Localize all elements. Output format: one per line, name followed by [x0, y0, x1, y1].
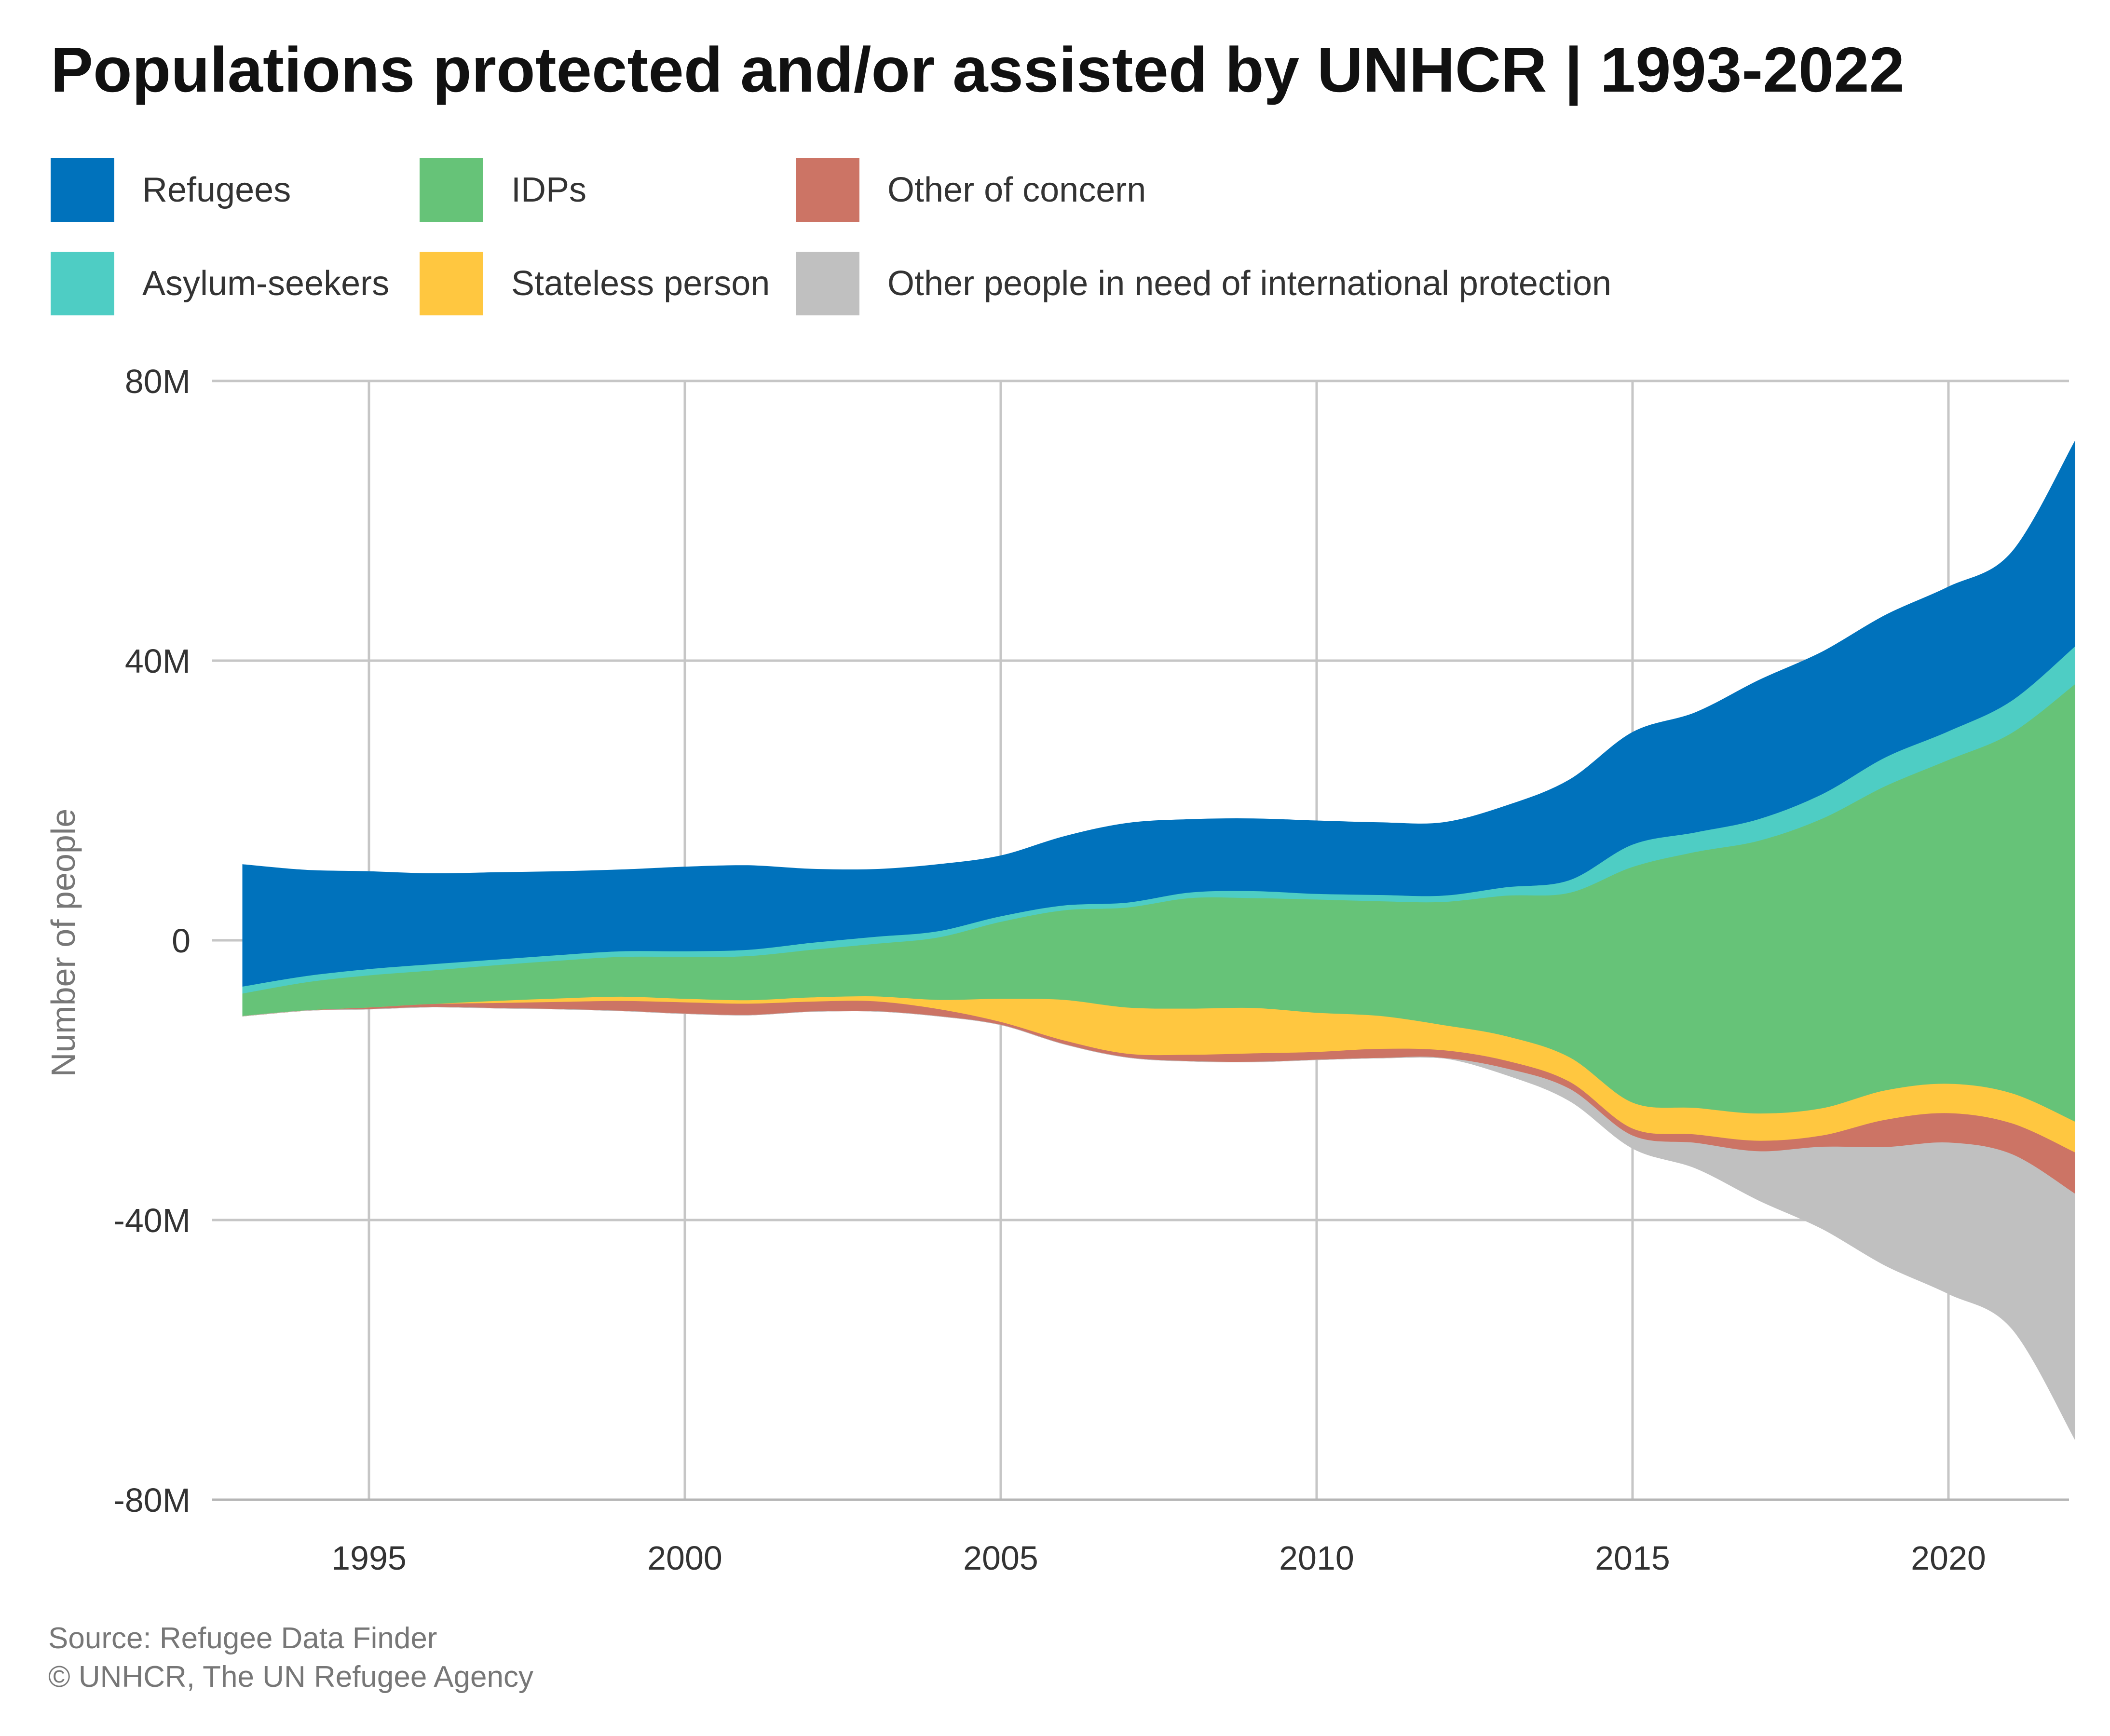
legend-swatch-idps — [420, 158, 483, 222]
y-axis-title: Number of people — [44, 809, 82, 1077]
source-line-1: Source: Refugee Data Finder — [48, 1622, 437, 1655]
y-tick-label-80M: 80M — [125, 363, 191, 400]
legend: Refugees IDPs Other of concern Asylum-seeke… — [51, 158, 1611, 315]
legend-label-refugees: Refugees — [142, 171, 291, 209]
legend-label-other-people-in-need-of-international-protection: Other people in need of international pr… — [887, 264, 1611, 303]
x-tick-label-2015: 2015 — [1595, 1539, 1670, 1577]
legend-item-stateless-person: Stateless person — [420, 252, 770, 315]
x-tick-label-1995: 1995 — [331, 1539, 407, 1577]
area-other-people-in-need-of-international-protection — [242, 1006, 2075, 1440]
legend-label-stateless-person: Stateless person — [511, 264, 770, 303]
y-tick-label-40M: 40M — [125, 642, 191, 680]
x-tick-label-2005: 2005 — [963, 1539, 1038, 1577]
source-line-2: © UNHCR, The UN Refugee Agency — [48, 1660, 533, 1694]
legend-label-other-of-concern: Other of concern — [887, 171, 1146, 209]
legend-item-other-people-in-need-of-international-protection: Other people in need of international pr… — [796, 252, 1611, 315]
x-tick-label-2020: 2020 — [1911, 1539, 1986, 1577]
y-tick-label-0: 0 — [172, 922, 191, 960]
stream-areas — [242, 440, 2075, 1440]
legend-swatch-asylum-seekers — [51, 252, 114, 315]
legend-item-asylum-seekers: Asylum-seekers — [51, 252, 389, 315]
y-tick-label--80M: -80M — [114, 1481, 191, 1519]
legend-item-other-of-concern: Other of concern — [796, 158, 1146, 222]
legend-swatch-other-people-in-need-of-international-protection — [796, 252, 859, 315]
legend-label-asylum-seekers: Asylum-seekers — [142, 264, 389, 303]
x-tick-labels: 1995 2000 2005 2010 2015 2020 — [331, 1539, 1986, 1577]
legend-swatch-stateless-person — [420, 252, 483, 315]
y-tick-label--40M: -40M — [114, 1202, 191, 1239]
legend-swatch-other-of-concern — [796, 158, 859, 222]
legend-swatch-refugees — [51, 158, 114, 222]
chart-title: Populations protected and/or assisted by… — [51, 34, 1905, 106]
legend-item-idps: IDPs — [420, 158, 586, 222]
legend-item-refugees: Refugees — [51, 158, 291, 222]
x-tick-label-2000: 2000 — [647, 1539, 722, 1577]
legend-label-idps: IDPs — [511, 171, 586, 209]
x-tick-label-2010: 2010 — [1279, 1539, 1354, 1577]
y-tick-labels: 80M 40M 0 -40M -80M — [114, 363, 191, 1519]
